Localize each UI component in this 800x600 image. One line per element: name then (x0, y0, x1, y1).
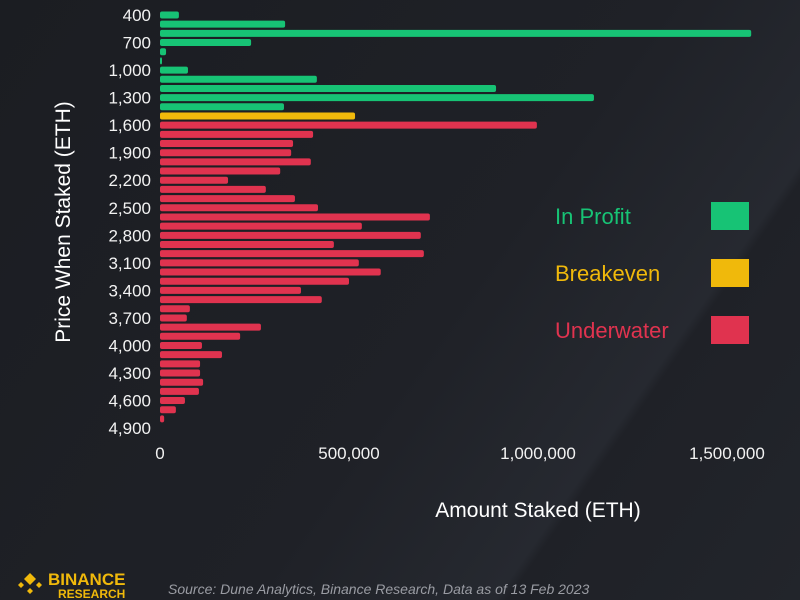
bar-2900 (160, 241, 334, 248)
bar-2200 (160, 176, 229, 184)
y-tick-label: 4,000 (108, 336, 151, 355)
y-tick-label: 3,700 (108, 309, 151, 328)
y-tick-label: 2,200 (108, 171, 151, 190)
source-note: Source: Dune Analytics, Binance Research… (168, 581, 589, 597)
legend-swatch-breakeven (711, 259, 749, 287)
bar-1800 (160, 140, 294, 148)
bar-700 (160, 39, 252, 47)
bar-2400 (160, 195, 295, 203)
bar-1400 (160, 103, 284, 111)
legend-label-breakeven: Breakeven (555, 261, 660, 286)
bar-3400 (160, 286, 301, 294)
x-tick-label: 1,000,000 (500, 444, 576, 463)
bar-1000 (160, 66, 188, 74)
legend: In Profit Breakeven Underwater (555, 202, 749, 344)
x-tick-label: 0 (155, 444, 164, 463)
bar-4400 (160, 378, 204, 386)
bar-3600 (160, 305, 190, 313)
bar-900 (160, 57, 162, 65)
bar-600 (160, 29, 752, 37)
bar-1500 (160, 112, 356, 120)
bar-3500 (160, 296, 322, 304)
y-tick-label: 1,600 (108, 116, 151, 135)
y-tick-label: 3,100 (108, 254, 151, 273)
bar-4800 (160, 415, 165, 423)
bar-1200 (160, 84, 497, 92)
logo-subtext: RESEARCH (58, 587, 125, 600)
legend-swatch-underwater (711, 316, 749, 344)
bar-4000 (160, 341, 202, 349)
x-axis-label: Amount Staked (ETH) (435, 499, 640, 522)
y-tick-label: 2,500 (108, 199, 151, 218)
y-tick-label: 2,800 (108, 226, 151, 245)
x-tick-label: 500,000 (318, 444, 379, 463)
y-tick-label: 700 (123, 34, 151, 53)
bar-4300 (160, 369, 201, 377)
bar-2800 (160, 231, 421, 239)
bar-3800 (160, 323, 261, 331)
bar-1900 (160, 149, 292, 157)
y-tick-label: 1,300 (108, 89, 151, 108)
binance-research-logo: BINANCE RESEARCH (18, 570, 125, 600)
bar-2700 (160, 222, 362, 230)
bar-2000 (160, 158, 311, 166)
bar-2500 (160, 204, 319, 212)
y-tick-label: 4,900 (108, 419, 151, 438)
bar-3100 (160, 259, 359, 267)
bar-500 (160, 20, 286, 28)
bar-1300 (160, 94, 594, 102)
bar-3200 (160, 268, 381, 276)
bar-3700 (160, 314, 187, 322)
y-tick-label: 3,400 (108, 281, 151, 300)
bar-4200 (160, 360, 201, 368)
legend-swatch-profit (711, 202, 749, 230)
y-tick-label: 4,600 (108, 392, 151, 411)
bar-4100 (160, 351, 222, 359)
bar-4500 (160, 387, 199, 395)
bar-2600 (160, 213, 430, 221)
bar-800 (160, 48, 167, 56)
bar-1600 (160, 121, 537, 129)
bar-2100 (160, 167, 281, 175)
x-tick-label: 1,500,000 (689, 444, 765, 463)
bar-1700 (160, 130, 314, 138)
bar-1100 (160, 75, 317, 83)
bar-3300 (160, 277, 349, 285)
logo-text: BINANCE (48, 570, 125, 589)
bar-2300 (160, 185, 266, 193)
y-tick-label: 1,000 (108, 61, 151, 80)
legend-label-profit: In Profit (555, 204, 631, 229)
legend-label-underwater: Underwater (555, 318, 669, 343)
y-axis-label: Price When Staked (ETH) (52, 101, 75, 343)
y-tick-label: 4,300 (108, 364, 151, 383)
y-tick-label: 400 (123, 6, 151, 25)
bar-4600 (160, 397, 185, 405)
bar-400 (160, 11, 179, 19)
bar-4700 (160, 406, 176, 414)
y-tick-label: 1,900 (108, 144, 151, 163)
bar-3900 (160, 332, 241, 340)
binance-logo-icon (18, 573, 42, 594)
bar-3000 (160, 250, 424, 258)
